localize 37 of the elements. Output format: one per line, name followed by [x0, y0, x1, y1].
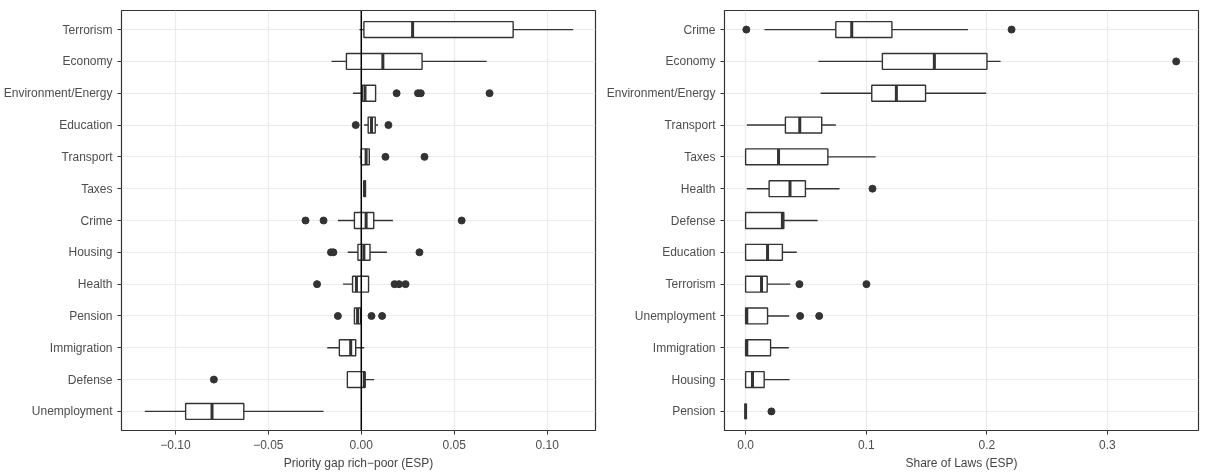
y-tick-label: Transport	[664, 118, 717, 133]
y-tick-label: Transport	[61, 149, 114, 164]
y-tick-label: Environment/Energy	[606, 86, 716, 101]
x-tick-label: 0.1	[857, 437, 875, 452]
y-tick-label: Unemployment	[31, 404, 114, 419]
y-tick-label: Taxes	[684, 149, 716, 164]
x-tick-label: 0.00	[349, 437, 374, 452]
y-tick-label: Taxes	[81, 181, 113, 196]
x-tick-label: 0.10	[535, 437, 560, 452]
x-tick-label: −0.10	[160, 437, 191, 452]
y-tick-label: Terrorism	[665, 277, 716, 292]
y-tick-label: Housing	[68, 245, 113, 260]
y-tick-label: Immigration	[49, 340, 113, 355]
y-tick-label: Pension	[672, 404, 716, 419]
y-tick-label: Immigration	[652, 340, 716, 355]
x-axis-title: Priority gap rich−poor (ESP)	[283, 455, 434, 470]
y-tick-label: Education	[662, 245, 716, 260]
x-tick-label: 0.2	[978, 437, 996, 452]
x-tick-label: −0.05	[253, 437, 284, 452]
x-tick-label: 0.3	[1099, 437, 1117, 452]
y-tick-label: Terrorism	[62, 22, 113, 37]
x-tick-label: 0.0	[737, 437, 755, 452]
y-tick-label: Defense	[67, 372, 113, 387]
x-tick-label: 0.05	[442, 437, 467, 452]
y-tick-label: Economy	[665, 54, 716, 69]
y-tick-label: Defense	[670, 213, 716, 228]
y-tick-label: Education	[59, 118, 113, 133]
y-tick-label: Pension	[69, 308, 113, 323]
y-tick-label: Health	[77, 277, 113, 292]
y-tick-label: Unemployment	[634, 308, 717, 323]
y-tick-label: Crime	[80, 213, 113, 228]
y-tick-label: Crime	[683, 22, 716, 37]
y-tick-label: Housing	[671, 372, 716, 387]
x-axis-title: Share of Laws (ESP)	[905, 455, 1018, 470]
y-tick-label: Economy	[62, 54, 113, 69]
y-tick-label: Health	[680, 181, 716, 196]
y-tick-label: Environment/Energy	[3, 86, 113, 101]
